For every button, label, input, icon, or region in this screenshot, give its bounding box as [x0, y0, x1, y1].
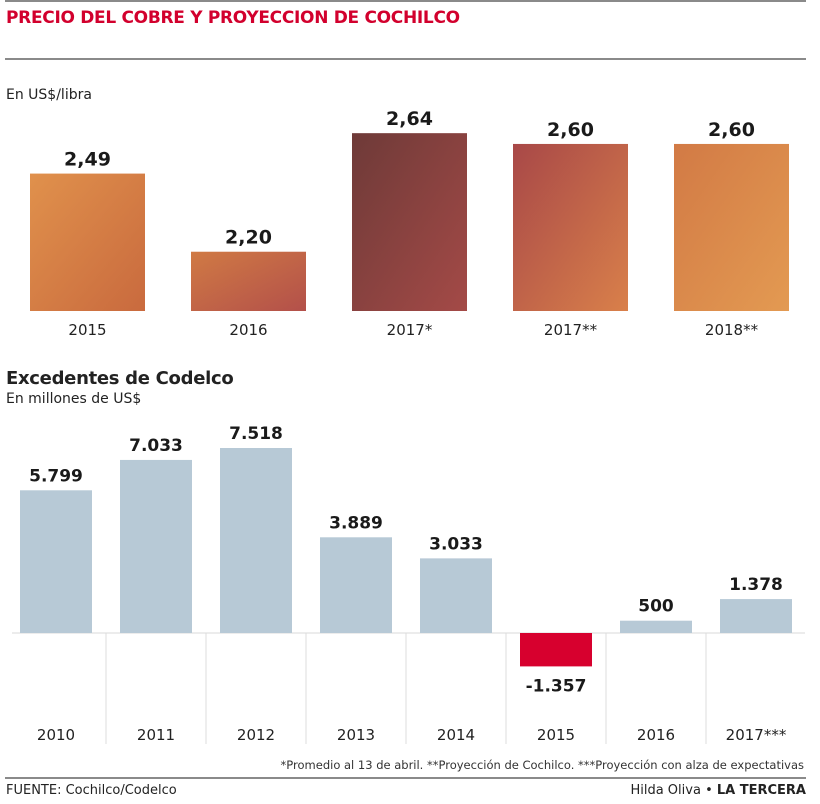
surplus-bar-2013	[320, 537, 392, 633]
surplus-category-label: 2014	[437, 726, 475, 744]
price-unit-label: En US$/libra	[6, 87, 92, 103]
price-category-label: 2017**	[544, 321, 598, 339]
page-title: PRECIO DEL COBRE Y PROYECCION DE COCHILC…	[6, 8, 460, 28]
surplus-value-label: 1.378	[729, 575, 783, 595]
surplus-bar-2012	[220, 448, 292, 633]
price-value-label: 2,64	[386, 108, 433, 130]
price-bar-2017ss	[513, 143, 628, 311]
surplus-title: Excedentes de Codelco	[6, 368, 234, 389]
surplus-value-label: 500	[638, 597, 674, 617]
codelco-surplus-chart: 5.799 2010 7.033 2011 7.518 2012 3.889 2013 3.03…	[12, 424, 805, 744]
price-category-label: 2016	[229, 321, 267, 339]
surplus-value-label: 3.889	[329, 513, 383, 533]
price-value-label: 2,60	[547, 119, 594, 141]
surplus-bar-2011	[120, 459, 192, 633]
publication-name: LA TERCERA	[716, 783, 806, 798]
surplus-category-label: 2012	[237, 726, 275, 744]
surplus-bar-2014	[420, 558, 492, 633]
price-bar-2015	[30, 173, 145, 311]
surplus-category-label: 2015	[537, 726, 575, 744]
surplus-bar-2010	[20, 490, 92, 633]
surplus-value-label: 3.033	[429, 534, 483, 554]
surplus-bar-2016	[620, 620, 692, 633]
price-value-label: 2,49	[64, 149, 111, 171]
surplus-value-label: 7.033	[129, 436, 183, 456]
title-rule	[5, 58, 806, 60]
surplus-category-label: 2010	[37, 726, 75, 744]
footer-rule	[5, 777, 806, 779]
credit-separator: •	[705, 783, 713, 798]
price-bar-2016	[191, 251, 306, 311]
footnote: *Promedio al 13 de abril. **Proyección d…	[280, 758, 804, 772]
surplus-unit-label: En millones de US$	[6, 391, 142, 407]
surplus-category-label: 2016	[637, 726, 675, 744]
price-category-label: 2017*	[387, 321, 433, 339]
source-label: FUENTE: Cochilco/Codelco	[6, 783, 177, 798]
surplus-bar-2017sss	[720, 599, 792, 633]
top-rule	[5, 0, 806, 2]
surplus-category-label: 2013	[337, 726, 375, 744]
price-bar-2018ss	[674, 143, 789, 311]
surplus-category-label: 2017***	[726, 726, 787, 744]
author-name: Hilda Oliva	[630, 783, 701, 798]
surplus-value-label: 7.518	[229, 424, 283, 444]
credit: Hilda Oliva • LA TERCERA	[630, 783, 806, 798]
price-category-label: 2015	[68, 321, 106, 339]
price-category-label: 2018**	[705, 321, 759, 339]
price-bar-2017s	[352, 133, 467, 311]
copper-price-chart: 2,49 2015 2,20 2016 2,64 2017* 2,60 2017** 2,60 2…	[30, 108, 789, 339]
surplus-value-label: -1.357	[526, 676, 587, 696]
price-value-label: 2,60	[708, 119, 755, 141]
surplus-value-label: 5.799	[29, 466, 83, 486]
surplus-bar-2015	[520, 633, 592, 667]
price-value-label: 2,20	[225, 227, 272, 249]
surplus-category-label: 2011	[137, 726, 175, 744]
